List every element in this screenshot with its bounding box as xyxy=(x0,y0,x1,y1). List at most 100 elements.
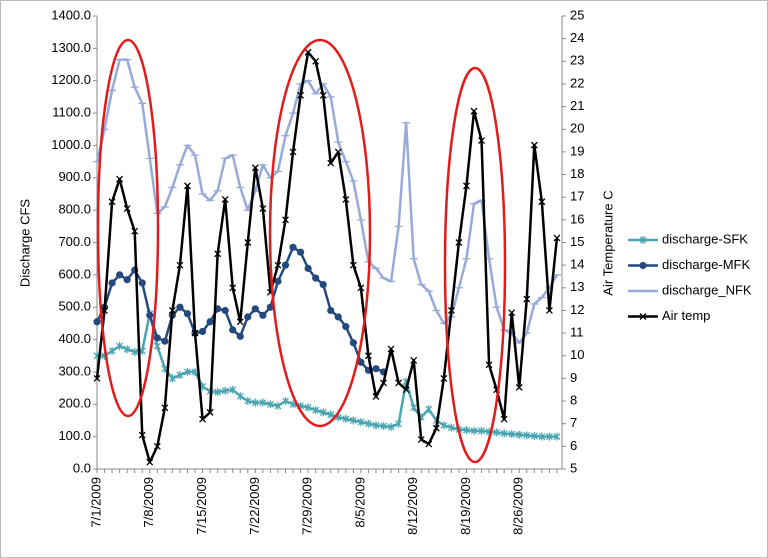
y-tick-label: 1000.0 xyxy=(51,137,91,152)
data-point xyxy=(493,428,501,437)
data-point xyxy=(289,148,297,156)
data-point xyxy=(387,345,395,353)
data-point xyxy=(447,423,455,432)
y-tick-label: 100.0 xyxy=(58,428,91,443)
data-point xyxy=(523,431,531,440)
data-point xyxy=(184,367,191,376)
y2-tick-label: 25 xyxy=(570,7,584,22)
data-point xyxy=(342,414,350,423)
data-point xyxy=(161,337,169,345)
legend-label: discharge-SFK xyxy=(662,231,748,246)
data-point xyxy=(500,415,508,423)
data-point xyxy=(251,398,259,407)
data-point xyxy=(221,306,229,315)
data-point xyxy=(214,387,222,396)
data-point xyxy=(274,401,282,410)
data-point xyxy=(206,318,214,326)
highlight-ellipse xyxy=(268,38,372,428)
y-tick-label: 700.0 xyxy=(58,234,91,249)
data-point xyxy=(214,250,222,258)
data-point xyxy=(198,327,207,336)
data-point xyxy=(289,243,297,251)
data-point xyxy=(131,227,139,235)
data-point xyxy=(251,305,259,313)
y-tick-label: 500.0 xyxy=(58,299,91,314)
y-axis-title: Discharge CFS xyxy=(17,199,32,287)
x-tick-label: 8/26/2009 xyxy=(511,477,526,535)
data-point xyxy=(500,429,508,438)
legend-marker xyxy=(639,313,647,320)
x-tick-label: 7/22/2009 xyxy=(247,477,262,535)
y2-tick-label: 15 xyxy=(570,234,584,249)
data-point xyxy=(161,404,169,412)
data-point xyxy=(221,386,229,395)
data-point xyxy=(244,313,252,321)
data-point xyxy=(274,261,282,269)
data-point xyxy=(349,416,357,425)
y2-tick-label: 14 xyxy=(570,257,584,272)
data-point xyxy=(229,385,237,394)
y2-tick-label: 10 xyxy=(570,347,584,362)
x-tick-label: 7/1/2009 xyxy=(88,477,103,528)
data-point xyxy=(334,148,342,156)
data-point xyxy=(229,284,237,292)
y2-tick-label: 19 xyxy=(570,143,584,158)
y2-tick-label: 9 xyxy=(570,370,577,385)
data-point xyxy=(349,261,357,269)
data-point xyxy=(123,345,131,354)
y2-tick-label: 11 xyxy=(570,325,584,340)
legend-label: discharge-MFK xyxy=(662,257,750,272)
data-point xyxy=(447,306,455,314)
series-line xyxy=(95,50,559,464)
data-point xyxy=(387,422,395,431)
data-point xyxy=(342,323,350,331)
data-point xyxy=(515,430,523,439)
data-point xyxy=(478,426,485,435)
data-point xyxy=(312,57,320,65)
y-tick-label: 0.0 xyxy=(73,460,91,475)
data-point xyxy=(545,432,553,441)
data-point xyxy=(176,303,184,311)
y-tick-label: 1100.0 xyxy=(52,105,91,120)
data-point xyxy=(297,91,305,99)
data-point xyxy=(319,91,327,99)
data-point xyxy=(153,442,161,450)
data-point xyxy=(146,311,154,319)
data-point xyxy=(515,384,523,391)
plot: 0.0 100.0 200.0 300.0 400.0 500.0 600.0 700.0 80… xyxy=(51,7,752,534)
data-point xyxy=(236,318,244,326)
data-point xyxy=(236,392,244,401)
y2-tick-label: 12 xyxy=(570,302,584,317)
data-point xyxy=(417,436,425,444)
data-point xyxy=(131,347,139,356)
data-point xyxy=(108,346,116,355)
data-point xyxy=(463,182,470,190)
data-point xyxy=(395,419,403,428)
data-point xyxy=(266,400,274,409)
y-tick-label: 300.0 xyxy=(58,363,91,378)
data-point xyxy=(153,334,161,342)
data-point xyxy=(176,261,184,269)
y-tick-label: 1400.0 xyxy=(51,7,91,22)
data-point xyxy=(312,406,320,415)
data-point xyxy=(553,432,561,441)
data-point xyxy=(380,379,387,387)
data-point xyxy=(334,313,342,321)
data-point xyxy=(108,198,116,206)
data-point xyxy=(372,365,380,373)
data-point xyxy=(463,426,470,435)
y2-tick-label: 17 xyxy=(570,189,584,204)
y2-tick-label: 6 xyxy=(570,438,577,453)
data-point xyxy=(266,303,275,311)
data-point xyxy=(101,306,108,314)
data-point xyxy=(251,164,259,172)
data-point xyxy=(478,137,485,145)
data-point xyxy=(123,205,131,212)
data-point xyxy=(553,234,561,242)
data-point xyxy=(357,358,365,366)
data-point xyxy=(259,398,267,407)
data-point xyxy=(176,371,184,380)
data-point xyxy=(244,397,252,406)
